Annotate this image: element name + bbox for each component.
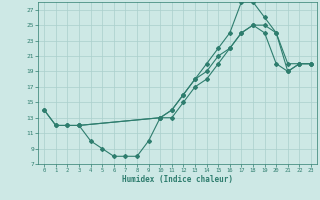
X-axis label: Humidex (Indice chaleur): Humidex (Indice chaleur) <box>122 175 233 184</box>
